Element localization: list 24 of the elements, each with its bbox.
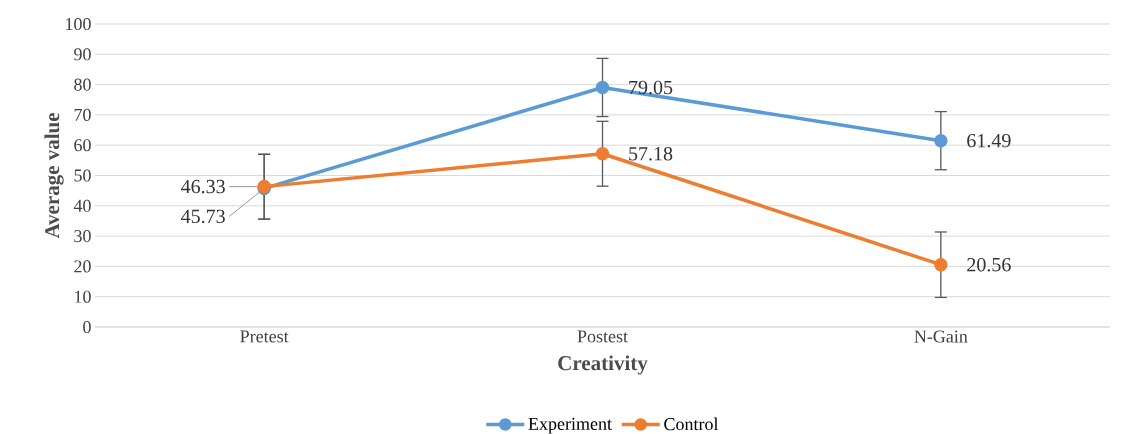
x-axis-title: Creativity <box>558 355 648 375</box>
data-label: 20.56 <box>967 257 1011 272</box>
y-tick-label: 40 <box>73 199 91 212</box>
data-label: 45.73 <box>181 209 225 224</box>
y-tick-label: 20 <box>74 260 91 273</box>
y-tick-label: 100 <box>66 17 91 31</box>
y-axis-title: Average value <box>44 112 64 239</box>
y-tick-label: 50 <box>74 169 91 182</box>
y-tick-label: 70 <box>74 108 91 121</box>
data-label: 61.49 <box>967 133 1011 148</box>
legend-label: Experiment <box>528 417 612 434</box>
data-label: 79.05 <box>629 80 673 95</box>
y-tick-label: 80 <box>74 78 91 91</box>
data-label: 57.18 <box>629 146 673 161</box>
x-tick-label: Pretest <box>240 330 289 343</box>
y-tick-label: 10 <box>75 290 91 303</box>
data-label: 46.33 <box>181 179 225 194</box>
y-tick-label: 0 <box>83 320 91 334</box>
y-tick-label: 30 <box>74 230 91 243</box>
y-tick-label: 60 <box>74 139 91 152</box>
x-tick-label: N-Gain <box>914 330 968 343</box>
legend-label: Control <box>664 417 719 431</box>
x-tick-label: Postest <box>577 330 628 343</box>
y-tick-label: 90 <box>74 48 91 61</box>
